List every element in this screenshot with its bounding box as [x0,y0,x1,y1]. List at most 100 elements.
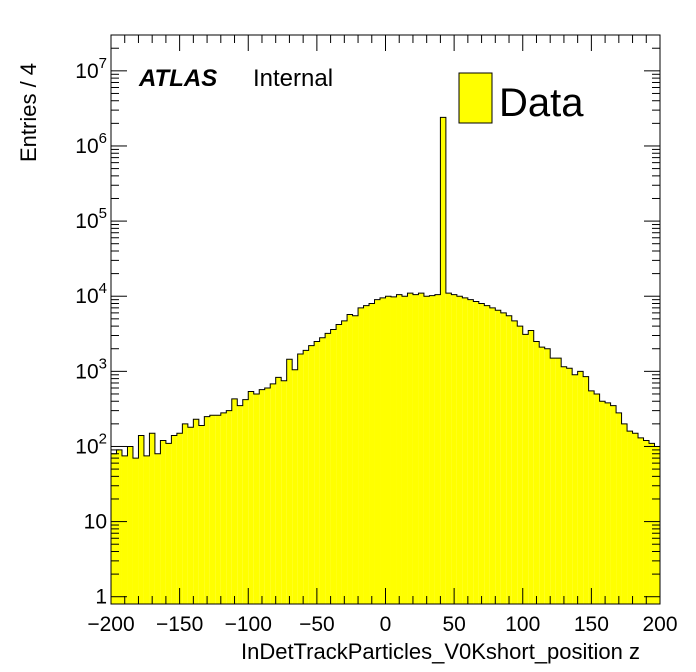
x-tick-label: −50 [299,613,335,636]
histogram-bar [209,415,216,604]
x-tick-label: 150 [574,613,609,636]
histogram-bar [132,458,139,604]
histogram-bar [308,345,315,604]
histogram-bar [204,416,210,604]
histogram-bar [143,455,150,604]
histogram-bar [434,294,441,604]
internal-label: Internal [253,65,333,92]
histogram-bar [330,329,337,604]
histogram-bar [440,117,446,605]
histogram-bar [528,330,534,604]
histogram-bar [599,401,606,604]
histogram-bar [478,303,485,604]
x-tick-label: −150 [156,613,203,636]
histogram-bar [341,320,348,604]
y-tick-label: 10 [84,511,107,534]
histogram-bar [242,399,249,604]
histogram-bar [429,295,435,604]
histogram-outline [110,116,661,604]
histogram-bar [297,354,304,604]
histogram-bar [495,310,501,604]
histogram-bar [165,443,172,604]
histogram-bar [116,449,122,604]
histogram-bar [231,398,238,604]
histogram-bar [517,326,523,604]
histogram-bar [193,419,199,604]
y-tick-label: 102 [75,430,107,458]
histogram-bar [259,389,265,604]
histogram-bar [264,388,271,604]
histogram-bar [638,437,644,604]
histogram-bar [583,376,589,604]
histogram-bar [539,347,545,604]
histogram-bar [544,348,551,604]
histogram-bar [303,350,309,604]
histogram-bar [577,371,584,604]
y-tick-label: 107 [75,55,107,83]
histogram-bar [418,293,424,604]
histogram-bar [621,423,628,604]
histogram-bar [347,314,353,604]
histogram-bar [473,301,479,604]
histogram-bar [616,412,622,604]
x-axis-title: InDetTrackParticles_V0Kshort_position z [241,639,640,664]
histogram-bar [281,380,287,604]
histogram-bar [412,294,419,604]
histogram-bar [248,391,254,604]
histogram-bar [643,440,650,604]
histogram-bar [226,410,232,604]
histogram-bar [588,390,595,604]
histogram-bar [253,393,260,604]
histogram-bar [220,412,227,604]
histogram-bar [423,296,430,604]
histogram-bar [176,433,183,604]
y-tick-label: 1 [95,586,107,609]
x-tick-label: 50 [442,613,465,636]
histogram-bar [385,296,391,604]
histogram-bar [390,296,397,604]
histogram-bar [237,405,243,604]
histogram-bar [138,435,144,604]
histogram-bar [270,383,276,604]
histogram-bar [467,299,474,604]
histogram-bar [555,358,562,604]
histogram-bar [121,455,128,604]
atlas-label: ATLAS [138,65,217,92]
histogram-bar [489,307,496,604]
histogram-bar [319,337,326,604]
histogram-bar [358,307,364,604]
histogram-bar [401,296,408,604]
histogram-bar [484,305,490,604]
histogram-bar [605,402,611,604]
legend-label: Data [499,81,584,125]
y-tick-labels: 1 10 102 103 104 105 106 107 [75,55,107,609]
histogram-bar [127,446,133,604]
y-axis-title: Entries / 4 [16,63,41,162]
histogram-bar [462,297,468,604]
histogram-bar [215,415,221,604]
legend-swatch [458,72,493,124]
histogram-bar [325,333,331,604]
histogram-bar [627,431,633,604]
y-tick-label: 105 [75,205,107,233]
histogram-bar [363,305,370,604]
x-tick-label: 100 [505,613,540,636]
x-tick-label: −100 [225,613,272,636]
histogram-bar [511,320,518,604]
y-tick-label: 103 [75,355,107,383]
histogram-bar [649,443,655,604]
x-tick-labels: −200 −150 −100 −50 0 50 100 150 200 [87,613,677,636]
histogram-bar [445,293,452,604]
histogram-bar [182,423,188,604]
histogram-bar [632,433,639,604]
histogram-bar [292,369,298,604]
histogram-bar [369,303,375,604]
y-tick-label: 106 [75,130,107,158]
histogram-bar [610,405,617,604]
histogram-bars [110,116,661,605]
histogram-bar [572,374,578,604]
histogram-bar [187,427,194,604]
histogram-bar [149,433,155,604]
histogram-bar [314,341,320,604]
